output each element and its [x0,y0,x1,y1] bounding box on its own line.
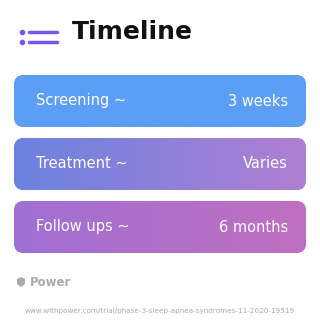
Text: Follow ups ~: Follow ups ~ [36,219,130,234]
Text: Screening ~: Screening ~ [36,94,126,109]
Text: www.withpower.com/trial/phase-3-sleep-apnea-syndromes-11-2020-19519: www.withpower.com/trial/phase-3-sleep-ap… [25,308,295,314]
FancyBboxPatch shape [14,75,306,127]
FancyBboxPatch shape [14,138,306,190]
Text: Power: Power [30,276,71,288]
Text: Treatment ~: Treatment ~ [36,157,128,171]
Text: 3 weeks: 3 weeks [228,94,288,109]
Text: 6 months: 6 months [219,219,288,234]
Text: Varies: Varies [243,157,288,171]
Text: Timeline: Timeline [72,20,193,44]
FancyBboxPatch shape [14,201,306,253]
Polygon shape [17,277,25,287]
